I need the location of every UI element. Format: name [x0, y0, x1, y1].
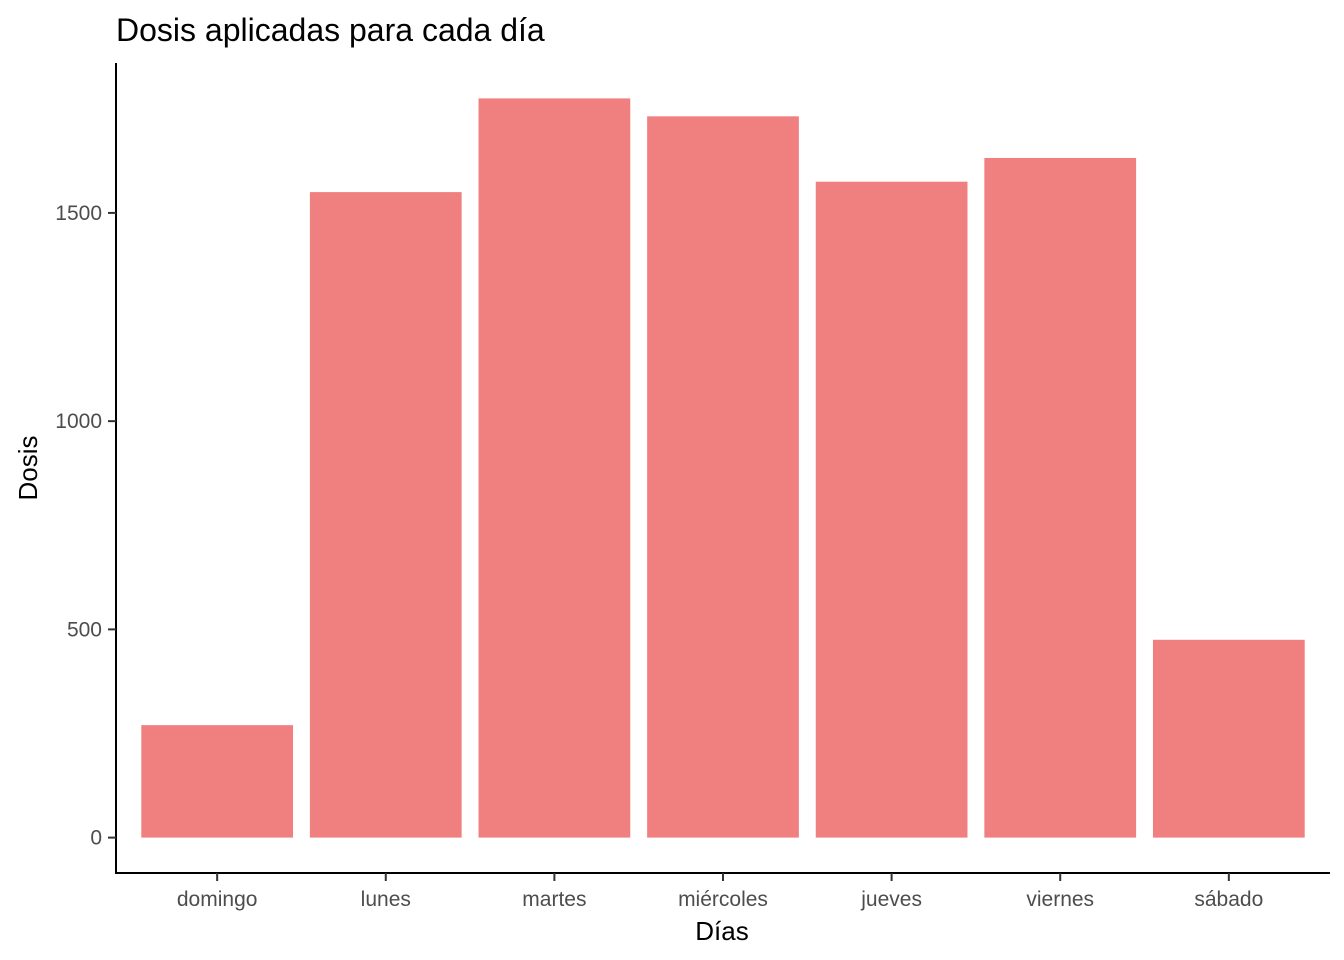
x-tick-label: viernes	[1026, 888, 1094, 911]
y-tick-label: 500	[67, 618, 102, 641]
y-tick-label: 0	[90, 827, 102, 850]
x-tick-label: lunes	[361, 888, 411, 911]
bar-miércoles	[647, 116, 799, 838]
x-tick-label: sábado	[1194, 888, 1263, 911]
y-axis-ticks: 0 500 1000 1500	[55, 202, 116, 850]
bar-jueves	[815, 181, 968, 838]
bar-martes	[478, 98, 631, 838]
y-tick-label: 1500	[55, 202, 102, 225]
bar-lunes	[309, 192, 462, 838]
x-tick-label: miércoles	[678, 888, 768, 911]
bar-domingo	[141, 725, 294, 838]
y-tick-label: 1000	[55, 410, 102, 433]
y-axis-title: Dosis	[13, 435, 43, 500]
x-tick-label: domingo	[177, 888, 258, 911]
bars-group	[141, 98, 1305, 838]
chart-title: Dosis aplicadas para cada día	[116, 12, 545, 48]
x-axis-ticks: domingo lunes martes miércoles jueves viernes…	[177, 873, 1263, 911]
bar-viernes	[984, 157, 1137, 838]
x-tick-label: martes	[522, 888, 586, 911]
bar-sábado	[1152, 639, 1305, 838]
x-tick-label: jueves	[860, 888, 922, 911]
x-axis-title: Días	[695, 916, 748, 946]
